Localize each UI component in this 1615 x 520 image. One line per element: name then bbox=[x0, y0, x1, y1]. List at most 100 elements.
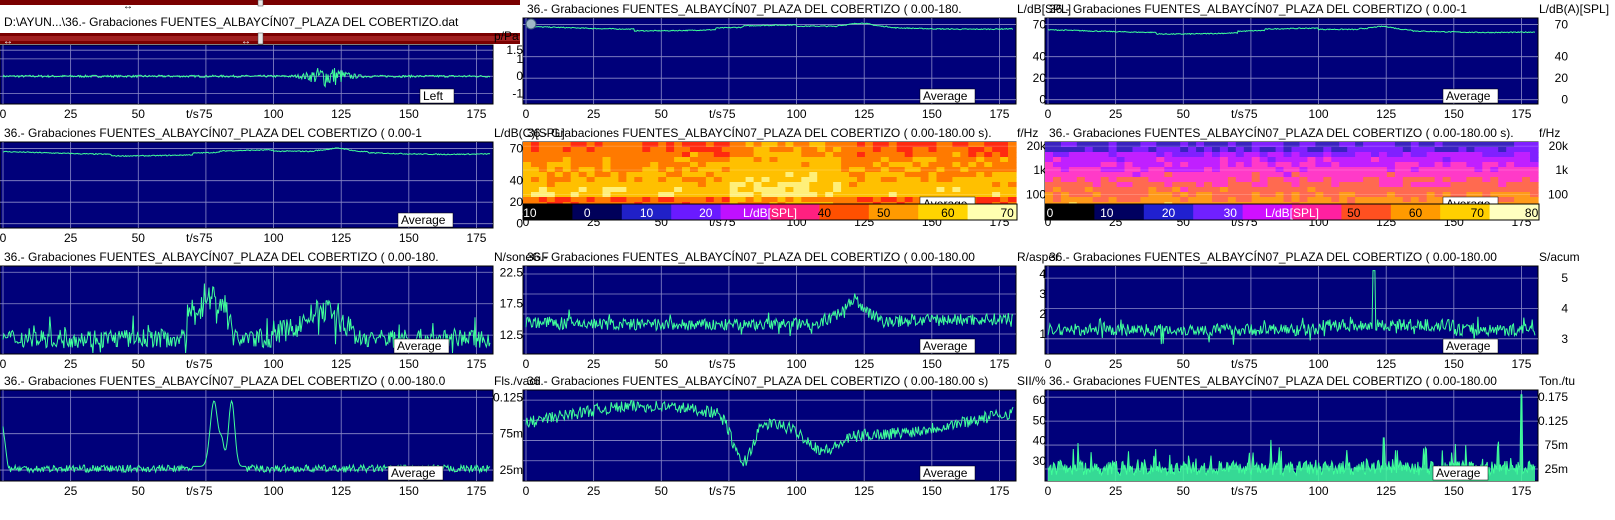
heatmap-cell bbox=[809, 177, 818, 183]
heatmap-cell bbox=[1172, 157, 1181, 163]
heatmap-cell bbox=[1108, 177, 1118, 183]
heatmap-cell bbox=[1386, 172, 1396, 178]
y-axis-unit: L/dB[SPL] bbox=[1017, 2, 1071, 16]
y-tick-label: 50 bbox=[1033, 413, 1047, 427]
heatmap-cell bbox=[1164, 167, 1173, 173]
heatmap-cell bbox=[1267, 152, 1277, 158]
heatmap-cell bbox=[1164, 182, 1173, 188]
heatmap-cell bbox=[1299, 192, 1309, 198]
heatmap-cell bbox=[578, 157, 588, 163]
heatmap-cell bbox=[682, 157, 691, 163]
heatmap-cell bbox=[928, 187, 938, 193]
panel-title: 36.- Grabaciones FUENTES_ALBAYCÍN07_PLAZ… bbox=[1049, 249, 1497, 264]
badge-background[interactable] bbox=[419, 88, 455, 104]
heatmap-cell bbox=[594, 182, 604, 188]
heatmap-cell bbox=[1426, 142, 1436, 148]
heatmap-cell bbox=[554, 147, 564, 153]
badge-background[interactable] bbox=[1432, 465, 1489, 481]
heatmap-cell bbox=[841, 142, 850, 148]
heatmap-cell bbox=[1402, 147, 1412, 153]
heatmap-cell bbox=[1379, 182, 1388, 188]
heatmap-cell bbox=[1458, 182, 1468, 188]
heatmap-cell bbox=[1124, 142, 1134, 148]
heatmap-cell bbox=[1394, 197, 1404, 203]
heatmap-cell bbox=[1490, 147, 1499, 153]
heatmap-cell bbox=[801, 157, 810, 163]
heatmap-cell bbox=[849, 192, 858, 198]
heatmap-cell bbox=[650, 172, 659, 178]
heatmap-cell bbox=[721, 192, 731, 198]
heatmap-cell bbox=[1347, 197, 1356, 203]
heatmap-cell bbox=[992, 187, 1001, 193]
heatmap-cell bbox=[1307, 152, 1316, 158]
heatmap-cell bbox=[896, 182, 906, 188]
heatmap-cell bbox=[809, 172, 818, 178]
heatmap-cell bbox=[1291, 152, 1301, 158]
plot-area[interactable] bbox=[0, 44, 494, 105]
badge-background[interactable] bbox=[393, 338, 450, 354]
badge-background[interactable] bbox=[919, 88, 976, 104]
heatmap-cell bbox=[538, 187, 548, 193]
heatmap-cell bbox=[1251, 197, 1261, 203]
heatmap-cell bbox=[682, 192, 691, 198]
heatmap-cell bbox=[697, 182, 707, 188]
heatmap-cell bbox=[1076, 172, 1086, 178]
heatmap-cell bbox=[1108, 172, 1118, 178]
heatmap-cell bbox=[570, 192, 580, 198]
heatmap-cell bbox=[984, 187, 993, 193]
heatmap-cell bbox=[570, 147, 580, 153]
x-tick-label: 125 bbox=[331, 231, 351, 245]
heatmap-cell bbox=[1283, 167, 1293, 173]
heatmap-cell bbox=[984, 152, 993, 158]
heatmap-cell bbox=[1347, 182, 1356, 188]
heatmap-cell bbox=[1156, 152, 1165, 158]
heatmap-cell bbox=[960, 167, 969, 173]
heatmap-cell bbox=[1371, 162, 1380, 168]
heatmap-cell bbox=[1204, 192, 1213, 198]
heatmap-cell bbox=[793, 167, 802, 173]
colorbar-segment bbox=[1143, 204, 1194, 220]
badge-background[interactable] bbox=[1442, 88, 1499, 104]
y-tick-label: 0 bbox=[516, 69, 523, 83]
heatmap-cell bbox=[1466, 162, 1475, 168]
scroll-thumb-top[interactable] bbox=[257, 0, 264, 7]
heatmap-cell bbox=[634, 172, 643, 178]
heatmap-cell bbox=[1307, 157, 1316, 163]
badge-background[interactable] bbox=[1442, 338, 1499, 354]
heatmap-cell bbox=[880, 187, 890, 193]
heatmap-cell bbox=[554, 142, 564, 148]
badge-background[interactable] bbox=[387, 465, 444, 481]
badge-background[interactable] bbox=[397, 212, 454, 228]
heatmap-cell bbox=[1219, 177, 1229, 183]
range-thumb[interactable] bbox=[257, 32, 264, 45]
heatmap-cell bbox=[1008, 197, 1017, 203]
heatmap-cell bbox=[1410, 152, 1420, 158]
heatmap-cell bbox=[1000, 157, 1009, 163]
heatmap-cell bbox=[586, 187, 596, 193]
heatmap-cell bbox=[984, 167, 993, 173]
heatmap-cell bbox=[1363, 172, 1372, 178]
heatmap-cell bbox=[1394, 172, 1404, 178]
heatmap-cell bbox=[825, 152, 834, 158]
colorbar-segment bbox=[1292, 204, 1342, 220]
heatmap-cell bbox=[761, 177, 771, 183]
heatmap-cell bbox=[992, 192, 1001, 198]
badge-background[interactable] bbox=[919, 465, 976, 481]
heatmap-cell bbox=[992, 147, 1001, 153]
heatmap-cell bbox=[1235, 192, 1245, 198]
x-tick-label: 25 bbox=[1109, 107, 1123, 121]
heatmap-cell bbox=[1371, 192, 1380, 198]
cursor-marker-icon[interactable] bbox=[525, 18, 537, 30]
heatmap-cell bbox=[761, 167, 771, 173]
heatmap-cell bbox=[904, 152, 914, 158]
y-axis-unit: SII/% bbox=[1017, 374, 1046, 388]
heatmap-cell bbox=[713, 177, 723, 183]
heatmap-cell bbox=[1426, 162, 1436, 168]
badge-background[interactable] bbox=[919, 338, 976, 354]
heatmap-cell bbox=[1259, 162, 1269, 168]
y-axis-unit: f/Hz bbox=[1017, 126, 1038, 140]
colorbar-tick-label: 20 bbox=[699, 206, 713, 220]
heatmap-cell bbox=[1363, 167, 1372, 173]
heatmap-cell bbox=[769, 187, 779, 193]
heatmap-cell bbox=[578, 147, 588, 153]
